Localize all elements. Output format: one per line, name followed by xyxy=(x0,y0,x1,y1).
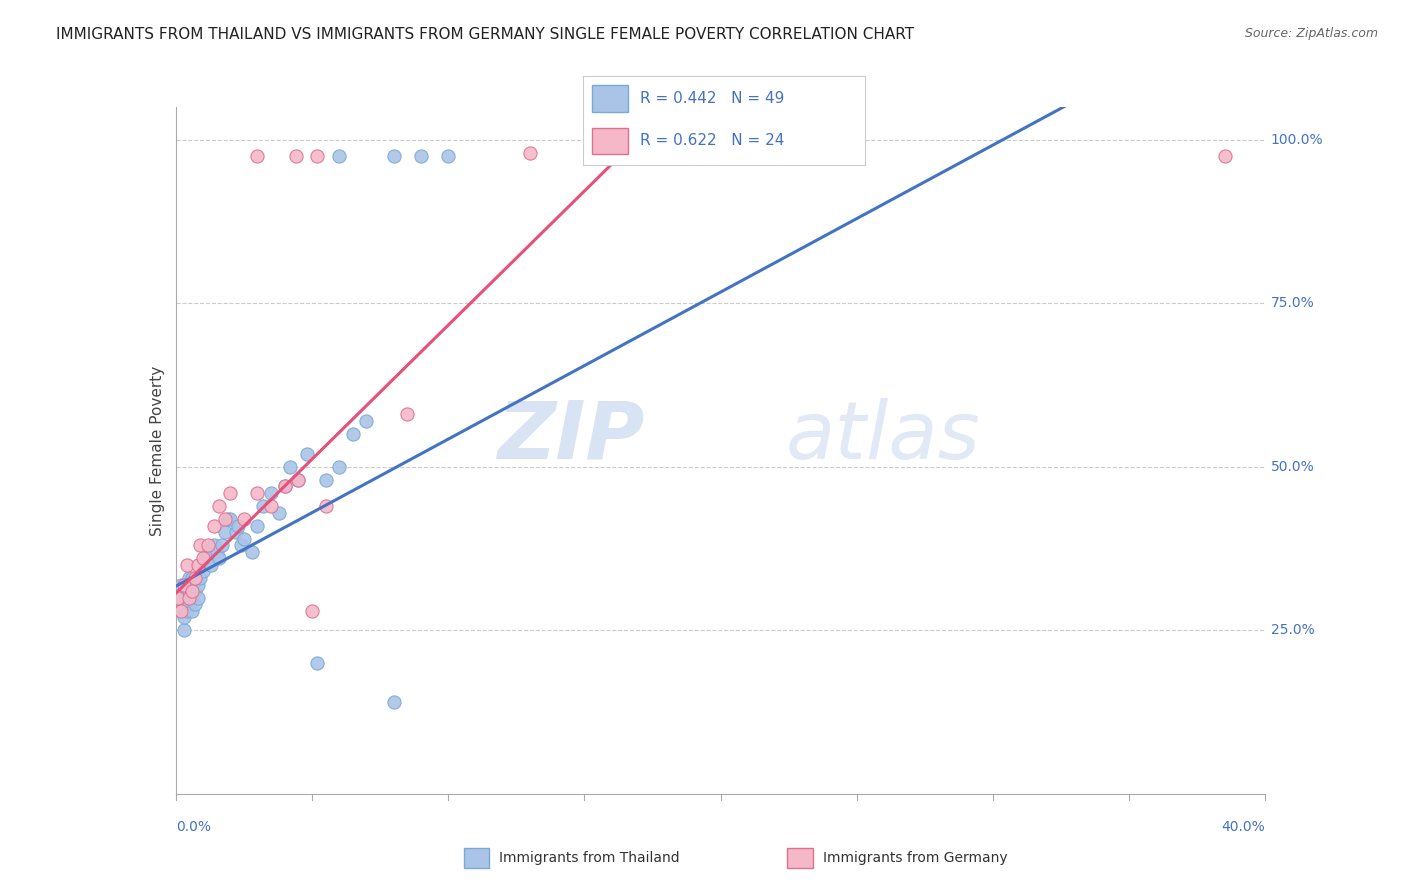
Point xyxy=(214,525,236,540)
Point xyxy=(197,545,219,559)
FancyBboxPatch shape xyxy=(592,85,628,112)
Text: atlas: atlas xyxy=(786,398,981,475)
Point xyxy=(274,479,297,493)
Point xyxy=(246,518,269,533)
Point xyxy=(181,584,204,599)
Point xyxy=(246,486,269,500)
Point xyxy=(202,518,225,533)
Point xyxy=(315,473,337,487)
Point xyxy=(274,479,297,493)
Text: ZIP: ZIP xyxy=(496,398,644,475)
Point xyxy=(191,565,214,579)
Point xyxy=(232,532,254,546)
Point xyxy=(301,604,323,618)
Point xyxy=(202,538,225,552)
Point xyxy=(176,577,198,591)
Point xyxy=(287,473,309,487)
Point xyxy=(356,414,378,428)
Point xyxy=(186,577,209,591)
Point xyxy=(205,545,228,559)
Point xyxy=(269,506,291,520)
Point xyxy=(328,459,350,474)
Point xyxy=(409,149,432,163)
Point xyxy=(181,571,204,585)
Point xyxy=(307,149,329,163)
Point xyxy=(186,591,209,605)
Point xyxy=(382,695,405,709)
Point xyxy=(200,558,222,572)
Point xyxy=(176,591,198,605)
Point xyxy=(246,149,269,163)
Point xyxy=(217,512,239,526)
Text: 50.0%: 50.0% xyxy=(1271,459,1315,474)
Point xyxy=(208,551,231,566)
Text: IMMIGRANTS FROM THAILAND VS IMMIGRANTS FROM GERMANY SINGLE FEMALE POVERTY CORREL: IMMIGRANTS FROM THAILAND VS IMMIGRANTS F… xyxy=(56,27,914,42)
Text: 100.0%: 100.0% xyxy=(1271,133,1323,147)
Point xyxy=(342,427,364,442)
Point xyxy=(284,149,307,163)
Point xyxy=(328,149,350,163)
Point xyxy=(181,584,204,599)
Point xyxy=(191,551,214,566)
Point xyxy=(188,571,211,585)
Point xyxy=(396,408,419,422)
Y-axis label: Single Female Poverty: Single Female Poverty xyxy=(149,366,165,535)
Text: 75.0%: 75.0% xyxy=(1271,296,1315,310)
Point xyxy=(231,538,253,552)
Point xyxy=(260,499,283,513)
Point xyxy=(260,486,283,500)
Point xyxy=(437,149,460,163)
Point xyxy=(176,604,198,618)
Point xyxy=(295,447,318,461)
Point xyxy=(240,545,263,559)
Text: 25.0%: 25.0% xyxy=(1271,624,1315,638)
Point xyxy=(232,512,254,526)
Point xyxy=(1213,149,1236,163)
Point xyxy=(194,551,217,566)
Point xyxy=(287,473,309,487)
Point xyxy=(214,512,236,526)
Text: R = 0.442   N = 49: R = 0.442 N = 49 xyxy=(640,91,785,105)
Point xyxy=(167,591,190,605)
Text: 40.0%: 40.0% xyxy=(1222,820,1265,834)
Point xyxy=(179,584,201,599)
Text: Immigrants from Germany: Immigrants from Germany xyxy=(823,851,1007,865)
Point xyxy=(188,538,211,552)
Text: 0.0%: 0.0% xyxy=(176,820,211,834)
Point xyxy=(170,604,193,618)
Point xyxy=(179,597,201,611)
Point xyxy=(179,591,201,605)
Point xyxy=(170,604,193,618)
Point xyxy=(219,512,242,526)
FancyBboxPatch shape xyxy=(592,128,628,154)
Text: Source: ZipAtlas.com: Source: ZipAtlas.com xyxy=(1244,27,1378,40)
Point xyxy=(170,577,193,591)
Point xyxy=(167,591,190,605)
Point xyxy=(228,518,250,533)
Point xyxy=(179,571,201,585)
Point xyxy=(315,499,337,513)
Point xyxy=(382,149,405,163)
Point xyxy=(184,584,207,599)
Point xyxy=(181,604,204,618)
Point xyxy=(186,558,209,572)
Point xyxy=(184,597,207,611)
Point xyxy=(211,538,233,552)
Text: Immigrants from Thailand: Immigrants from Thailand xyxy=(499,851,679,865)
Point xyxy=(278,459,301,474)
Point xyxy=(173,610,195,624)
Point xyxy=(519,145,541,160)
Point xyxy=(225,525,247,540)
Point xyxy=(173,577,195,591)
Text: R = 0.622   N = 24: R = 0.622 N = 24 xyxy=(640,134,785,148)
Point xyxy=(197,538,219,552)
Point xyxy=(252,499,274,513)
Point xyxy=(176,558,198,572)
Point xyxy=(173,624,195,638)
Point xyxy=(208,499,231,513)
Point xyxy=(219,486,242,500)
Point xyxy=(307,656,329,670)
Point xyxy=(184,571,207,585)
